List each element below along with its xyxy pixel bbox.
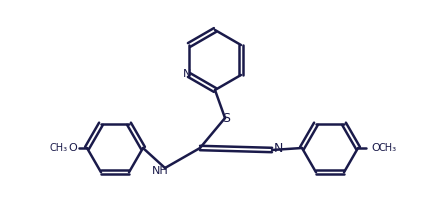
Text: CH₃: CH₃ <box>50 143 68 153</box>
Text: S: S <box>222 112 230 124</box>
Text: CH₃: CH₃ <box>379 143 397 153</box>
Text: O: O <box>372 143 380 153</box>
Text: O: O <box>69 143 77 153</box>
Text: NH: NH <box>151 166 168 176</box>
Text: N: N <box>183 69 191 79</box>
Text: N: N <box>273 142 283 155</box>
